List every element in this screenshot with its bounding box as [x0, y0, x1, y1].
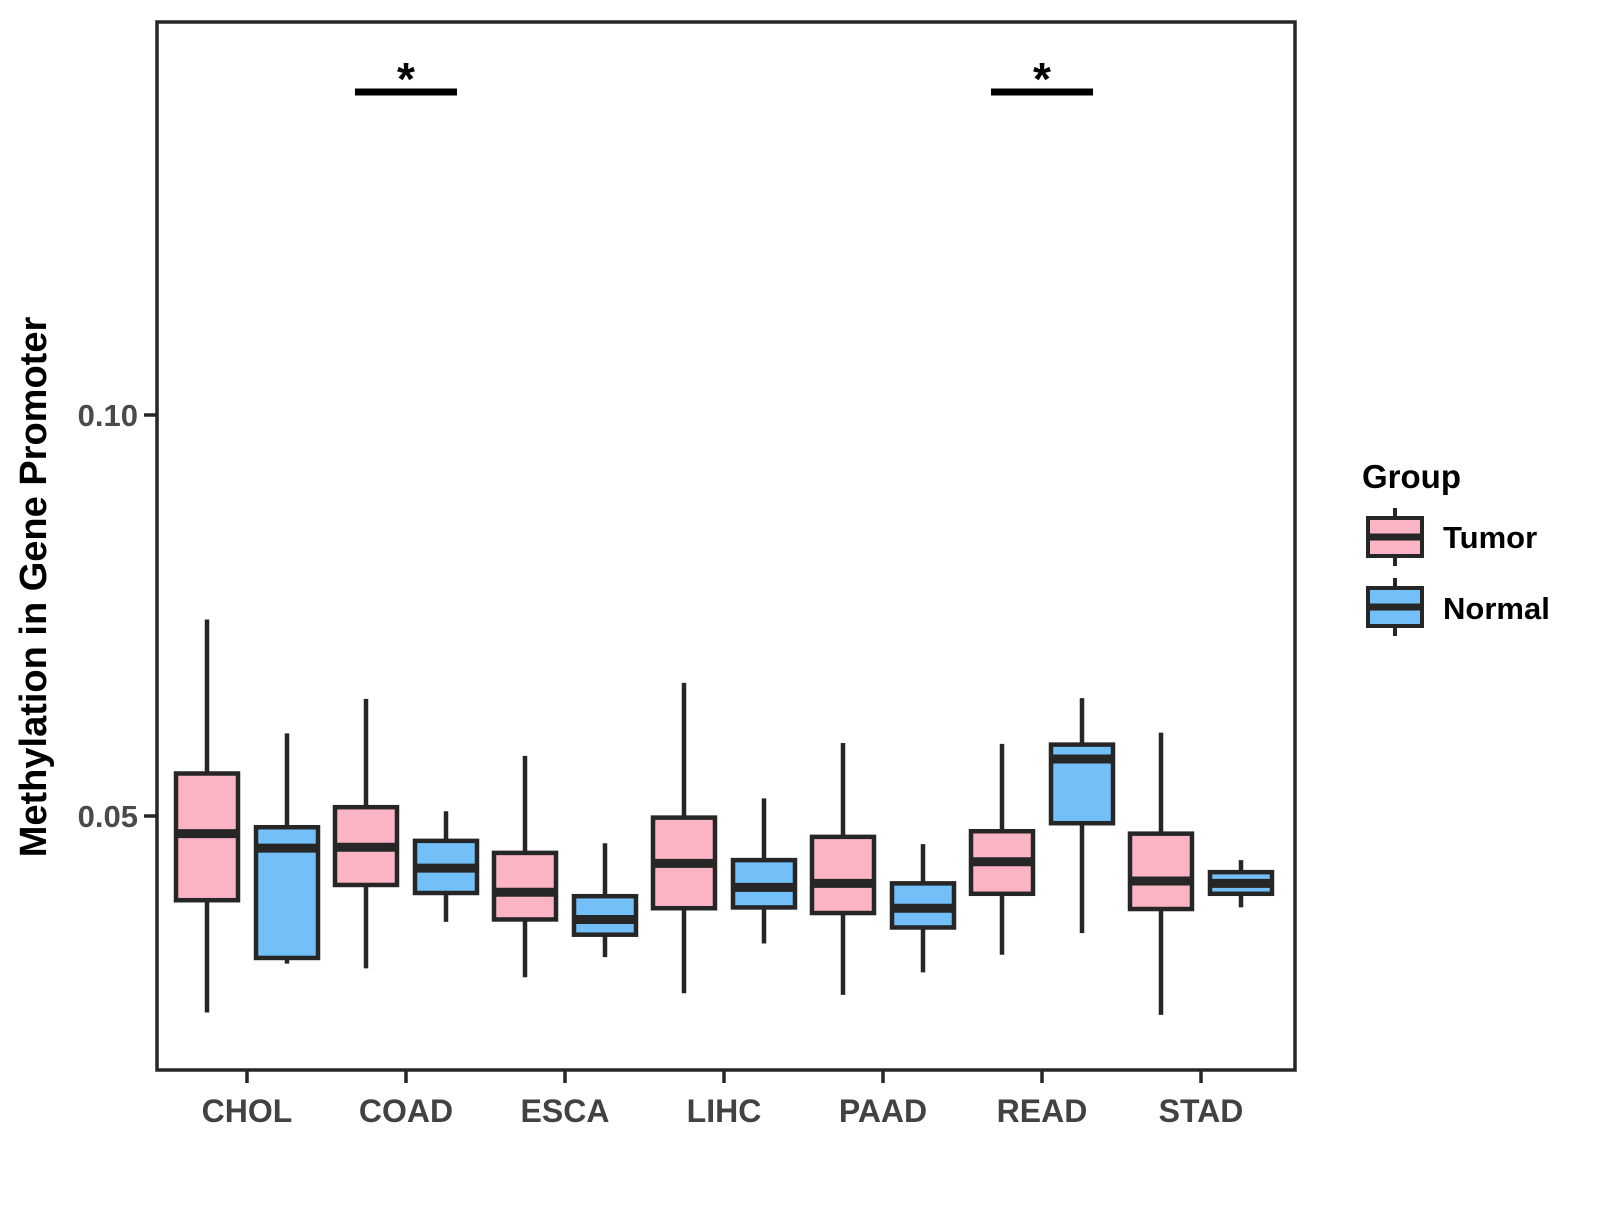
boxplot-STAD-tumor	[1127, 732, 1195, 1015]
plot-panel-border	[155, 20, 1297, 1072]
boxplot-layer	[173, 619, 1275, 1015]
significance-star-READ: *	[1033, 53, 1051, 105]
x-tick-label-READ: READ	[997, 1093, 1088, 1129]
significance-COAD: *	[355, 53, 457, 105]
legend-label-normal: Normal	[1443, 591, 1550, 626]
boxplot-ESCA-tumor	[491, 755, 559, 978]
boxplot-CHOL-tumor	[173, 619, 241, 1013]
boxplot-LIHC-normal	[730, 798, 798, 944]
boxplot-READ-normal	[1048, 698, 1116, 934]
boxplot-STAD-tumor-box	[1127, 831, 1195, 912]
legend-key-tumor-boxplot-icon	[1366, 508, 1424, 566]
x-tick-label-STAD: STAD	[1159, 1093, 1244, 1129]
boxplot-READ-tumor	[968, 743, 1036, 955]
boxplot-COAD-normal	[412, 811, 480, 922]
y-axis: 0.05 0.10	[78, 398, 157, 834]
boxplot-STAD-normal	[1207, 860, 1275, 908]
x-tick-label-ESCA: ESCA	[521, 1093, 610, 1129]
x-tick-label-LIHC: LIHC	[687, 1093, 762, 1129]
significance-star-COAD: *	[397, 53, 415, 105]
x-tick-label-PAAD: PAAD	[839, 1093, 927, 1129]
legend-key-normal-boxplot-icon	[1366, 578, 1424, 636]
boxplot-PAAD-tumor-box	[809, 834, 877, 916]
boxplot-ESCA-normal	[571, 843, 639, 958]
x-tick-label-COAD: COAD	[359, 1093, 453, 1129]
boxplot-PAAD-tumor	[809, 743, 877, 995]
y-axis-title: Methylation in Gene Promoter	[13, 317, 55, 858]
legend: Group Tumor Normal	[1362, 458, 1550, 636]
legend-label-tumor: Tumor	[1443, 520, 1537, 555]
boxplot-LIHC-tumor	[650, 682, 718, 994]
significance-layer: * *	[355, 53, 1093, 105]
y-tick-label: 0.10	[78, 398, 138, 433]
x-axis: CHOL COAD ESCA LIHC PAAD READ STAD	[202, 1070, 1244, 1129]
legend-title: Group	[1362, 458, 1461, 495]
boxplot-PAAD-normal	[889, 844, 957, 973]
boxplot-CHOL-normal	[253, 733, 321, 964]
x-tick-label-CHOL: CHOL	[202, 1093, 293, 1129]
boxplot-COAD-tumor	[332, 698, 400, 969]
boxplot-ESCA-tumor-box	[491, 850, 559, 922]
significance-READ: *	[991, 53, 1093, 105]
y-tick-label: 0.05	[78, 799, 138, 834]
